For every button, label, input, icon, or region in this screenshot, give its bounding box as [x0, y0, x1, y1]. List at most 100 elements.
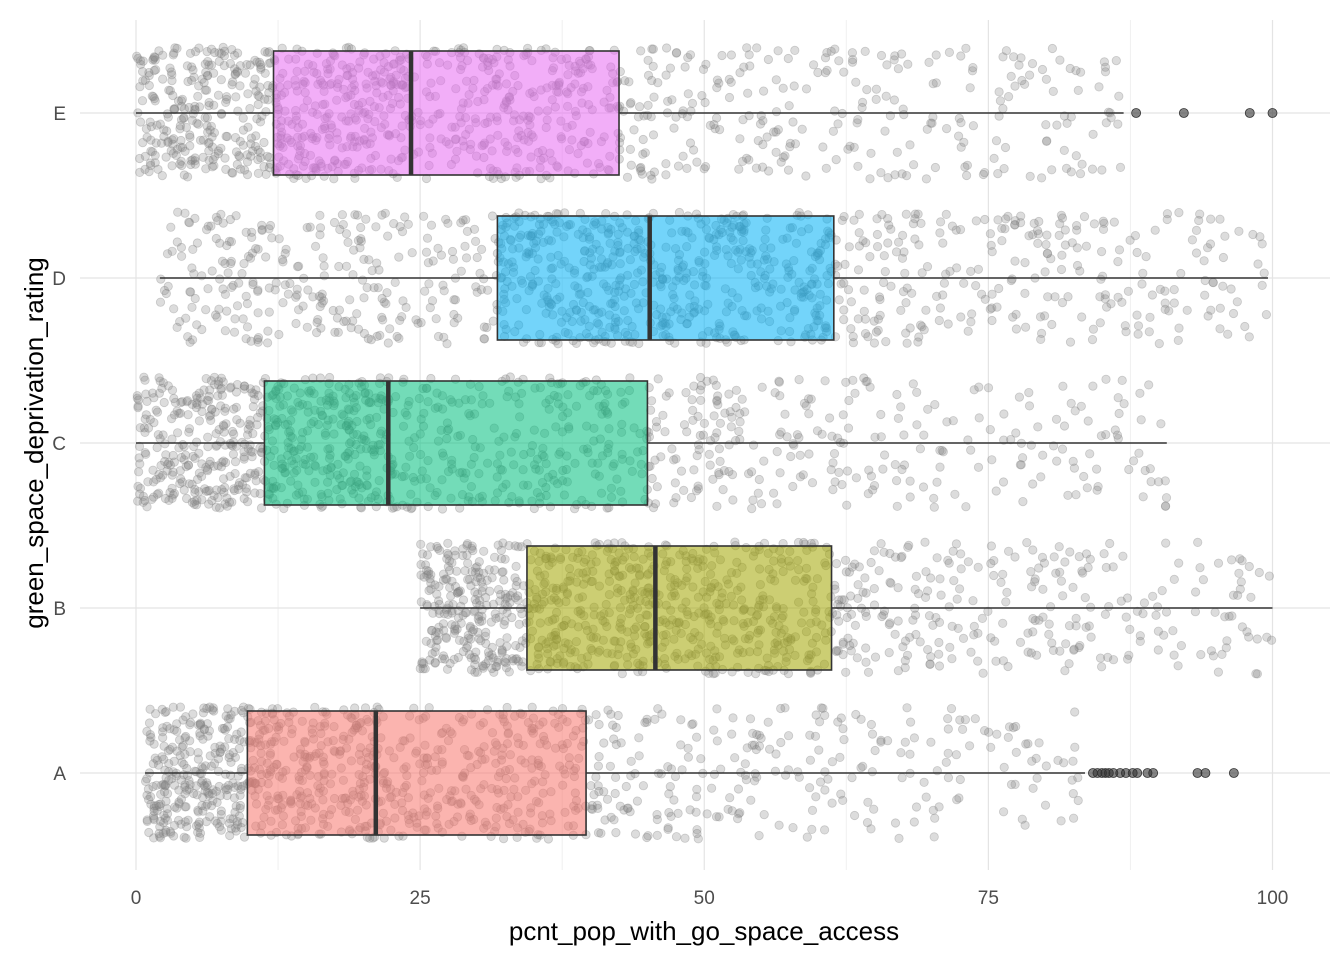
jitter-point [175, 466, 185, 476]
jitter-point [696, 754, 706, 764]
jitter-point [142, 790, 152, 800]
jitter-point [1138, 268, 1148, 278]
jitter-point [253, 308, 263, 318]
jitter-point [657, 709, 667, 719]
jitter-point [194, 468, 204, 478]
jitter-point [363, 334, 373, 344]
jitter-point [1025, 70, 1035, 80]
jitter-point [823, 774, 833, 784]
jitter-point [734, 809, 744, 819]
jitter-point [843, 423, 854, 433]
jitter-point [671, 47, 682, 58]
jitter-point [473, 627, 483, 638]
jitter-point [921, 305, 931, 315]
jitter-point [905, 323, 915, 333]
jitter-point [424, 279, 434, 289]
jitter-point [228, 449, 238, 459]
jitter-point [203, 466, 213, 476]
jitter-point [245, 468, 255, 478]
jitter-point [661, 159, 671, 169]
jitter-point [144, 794, 154, 805]
jitter-point [879, 450, 890, 460]
jitter-point [181, 313, 191, 323]
jitter-point [427, 296, 438, 306]
jitter-point [1251, 669, 1261, 679]
jitter-point [776, 737, 786, 748]
jitter-point [493, 540, 503, 550]
jitter-point [911, 629, 921, 640]
jitter-point [1024, 401, 1035, 411]
jitter-point [159, 787, 170, 797]
jitter-point [1001, 597, 1011, 607]
jitter-point [986, 558, 996, 569]
jitter-point [197, 459, 207, 469]
jitter-point [232, 159, 242, 170]
jitter-point [924, 57, 934, 68]
jitter-point [513, 542, 523, 552]
jitter-point [208, 796, 218, 806]
jitter-point [184, 784, 194, 794]
jitter-point [212, 797, 222, 808]
jitter-point [491, 661, 501, 672]
jitter-point [1006, 779, 1017, 790]
jitter-point [422, 550, 432, 560]
jitter-point [682, 112, 693, 122]
jitter-point [216, 806, 226, 816]
jitter-point [643, 100, 653, 110]
jitter-point [1068, 756, 1078, 766]
jitter-point [677, 765, 687, 775]
jitter-point [1088, 324, 1099, 334]
jitter-point [1014, 60, 1024, 70]
jitter-point [834, 295, 844, 305]
jitter-point [216, 401, 226, 411]
jitter-point [1141, 252, 1151, 262]
jitter-point [836, 789, 846, 799]
jitter-point [824, 413, 835, 423]
jitter-point [797, 124, 807, 134]
jitter-point [216, 816, 226, 827]
jitter-point [994, 87, 1004, 97]
jitter-point [734, 164, 744, 174]
jitter-point [846, 297, 857, 307]
jitter-point [726, 50, 737, 60]
jitter-point [293, 305, 304, 315]
jitter-point [180, 782, 190, 792]
jitter-point [908, 219, 919, 229]
jitter-point [135, 117, 146, 127]
jitter-point [138, 497, 148, 507]
jitter-point [735, 808, 745, 818]
jitter-point [876, 409, 886, 420]
jitter-point [1191, 248, 1202, 258]
jitter-point [238, 702, 249, 712]
jitter-point [232, 301, 243, 311]
jitter-point [866, 557, 876, 568]
jitter-point [1104, 601, 1114, 612]
jitter-point [160, 781, 171, 791]
jitter-point [671, 493, 681, 503]
jitter-point [302, 223, 312, 233]
jitter-point [867, 729, 878, 739]
jitter-point [1011, 747, 1021, 758]
jitter-point [420, 664, 430, 674]
jitter-point [987, 247, 997, 257]
jitter-point [334, 305, 344, 315]
jitter-point [153, 430, 163, 440]
jitter-point [1261, 309, 1272, 320]
jitter-point [941, 757, 951, 767]
jitter-point [211, 485, 222, 495]
jitter-point [312, 317, 322, 327]
jitter-point [188, 709, 198, 719]
jitter-point [924, 611, 935, 621]
jitter-point [966, 647, 976, 657]
jitter-point [504, 540, 514, 551]
jitter-point [1058, 381, 1068, 391]
jitter-point [1020, 322, 1031, 332]
jitter-point [1182, 305, 1192, 315]
jitter-point [872, 214, 882, 224]
jitter-point [591, 710, 601, 720]
jitter-point [801, 84, 812, 94]
jitter-point [873, 325, 883, 335]
jitter-point [958, 633, 969, 644]
jitter-point [869, 804, 879, 814]
jitter-point [599, 738, 609, 748]
